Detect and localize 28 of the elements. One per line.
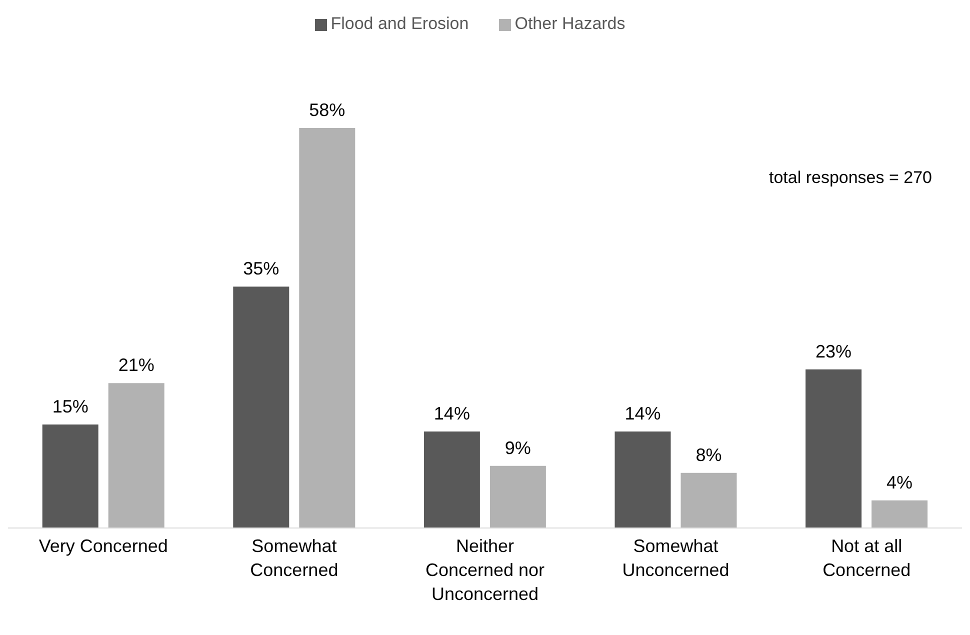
data-label: 14%	[434, 403, 470, 424]
x-tick-label: Very Concerned	[38, 536, 168, 556]
data-label: 58%	[309, 100, 346, 120]
bar	[233, 286, 290, 528]
x-tick-label: Somewhat Unconcerned	[622, 536, 730, 580]
bar	[299, 128, 356, 528]
data-label: 8%	[696, 444, 722, 465]
bar	[872, 500, 928, 528]
data-label: 21%	[118, 355, 154, 376]
bar	[614, 431, 671, 528]
data-label: 4%	[886, 472, 913, 492]
data-label: 15%	[52, 396, 88, 417]
legend-label: Flood and Erosion	[330, 14, 469, 33]
data-label: 23%	[816, 341, 852, 362]
bar	[490, 466, 546, 528]
x-tick-label: Neither Concerned nor Unconcerned	[425, 536, 545, 604]
x-tick-label: Not at all Concerned	[822, 536, 911, 580]
legend-label: Other Hazards	[514, 14, 626, 33]
x-tick-label: Somewhat Concerned	[250, 536, 338, 580]
bar	[424, 431, 480, 528]
bar	[42, 424, 98, 528]
data-label: 35%	[243, 258, 280, 279]
data-label: 14%	[624, 403, 661, 424]
annotation: total responses = 270	[768, 168, 932, 188]
bar	[680, 472, 737, 528]
bar	[806, 369, 862, 528]
bar	[108, 383, 164, 528]
data-label: 9%	[504, 438, 531, 458]
